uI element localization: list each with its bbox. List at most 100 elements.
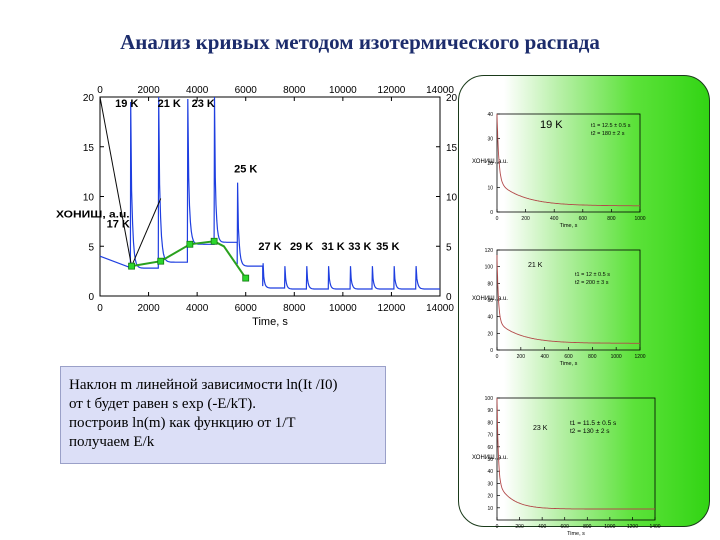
envelope-marker	[157, 257, 165, 265]
inset-x-tick-label: 1000	[604, 524, 615, 530]
x-tick-label: 4000	[186, 303, 209, 314]
inset-x-tick-label: 200	[515, 524, 524, 530]
envelope-marker	[128, 262, 135, 270]
inset-x-tick-label: 400	[550, 216, 559, 222]
inset-x-tick-label: 400	[540, 354, 549, 360]
fit-line	[131, 198, 162, 267]
inset-param-label: t2 = 130 ± 2 s	[570, 428, 610, 435]
right-tick-label: 10	[446, 193, 458, 204]
x-tick-label-top: 14000	[426, 85, 454, 96]
inset-param-label: t1 = 12.5 ± 0.5 s	[591, 123, 631, 129]
inset-y-glyph: ХОНИШ, a.u.	[472, 296, 508, 302]
inset-param-label: t1 = 12 ± 0.5 s	[575, 272, 610, 278]
y-tick-label: 0	[88, 292, 94, 303]
inset-param-label: t2 = 200 ± 3 s	[575, 280, 609, 286]
inset-y-glyph: ХОНИШ, a.u.	[472, 455, 508, 461]
inset-decay-curve	[496, 255, 640, 344]
x-tick-label-top: 2000	[137, 85, 160, 96]
temperature-label: 23 K	[192, 98, 215, 110]
x-tick-label: 14000	[426, 303, 454, 314]
note-line-4: получаем E/k	[69, 434, 155, 450]
inset-y-tick-label: 50	[487, 457, 493, 463]
inset-decay-curve	[496, 114, 640, 207]
x-tick-label: 2000	[137, 303, 160, 314]
y-tick-label: 10	[83, 193, 95, 204]
inset-x-tick-label: 1200	[634, 354, 645, 360]
inset-x-tick-label: 800	[583, 524, 592, 530]
inset-x-tick-label: 600	[561, 524, 570, 530]
temperature-label: 33 K	[348, 241, 371, 253]
inset-y-tick-label: 0	[490, 210, 493, 216]
inset-temperature-label: 19 K	[540, 119, 563, 131]
temperature-label: 21 K	[158, 98, 181, 110]
envelope-marker	[210, 237, 218, 245]
inset-temperature-label: 23 K	[533, 425, 548, 432]
inset-y-tick-label: 20	[487, 161, 493, 167]
x-tick-label: 8000	[283, 303, 306, 314]
inset-y-tick-label: 40	[487, 469, 493, 475]
inset-y-glyph: ХОНИШ, a.u.	[472, 159, 508, 165]
x-tick-label-top: 4000	[186, 85, 209, 96]
right-tick-label: 5	[446, 242, 452, 253]
inset-y-tick-label: 20	[487, 494, 493, 500]
y-tick-label: 5	[88, 242, 94, 253]
inset-y-tick-label: 10	[487, 186, 493, 192]
x-tick-label: 12000	[378, 303, 406, 314]
inset-x-tick-label: 800	[588, 354, 597, 360]
inset-x-tick-label: 800	[607, 216, 616, 222]
inset-x-tick-label: 600	[564, 354, 573, 360]
inset-y-tick-label: 80	[487, 420, 493, 426]
x-tick-label-top: 12000	[378, 85, 406, 96]
inset-y-tick-label: 60	[487, 445, 493, 451]
inset-y-tick-label: 90	[487, 408, 493, 414]
inset-x-tick-label: 200	[521, 216, 530, 222]
inset-x-tick-label: 600	[579, 216, 588, 222]
note-line-3: построив ln(m) как функцию от 1/T	[69, 415, 296, 431]
right-tick-label: 0	[446, 292, 452, 303]
temperature-label: 25 K	[234, 164, 257, 176]
inset-y-tick-label: 0	[490, 348, 493, 354]
inset-x-tick-label: 0	[496, 524, 499, 530]
inset-x-tick-label: 0	[496, 354, 499, 360]
note-box: Наклон m линейной зависимости ln(It /I0)…	[60, 366, 386, 464]
x-tick-label-top: 0	[97, 85, 103, 96]
inset-param-label: t1 = 11.5 ± 0.5 s	[570, 420, 617, 427]
y-axis-glyph-label: ХОНИШ, a.u.	[56, 209, 130, 220]
temperature-label: 17 K	[107, 218, 130, 230]
x-tick-label: 6000	[235, 303, 258, 314]
inset-x-tick-label: 0	[496, 216, 499, 222]
inset-x-tick-label: 400	[538, 524, 547, 530]
y-tick-label: 20	[83, 93, 95, 104]
inset-y-tick-label: 30	[487, 137, 493, 143]
x-tick-label: 10000	[329, 303, 357, 314]
x-tick-label-top: 6000	[235, 85, 258, 96]
inset-y-tick-label: 20	[487, 331, 493, 337]
inset-y-tick-label: 60	[487, 298, 493, 304]
envelope-marker	[186, 240, 194, 248]
temperature-label: 27 K	[258, 241, 281, 253]
fit-line	[99, 96, 133, 267]
signal-trace	[99, 96, 440, 290]
x-axis-label: Time, s	[252, 316, 288, 328]
slide-title: Анализ кривых методом изотермического ра…	[120, 30, 600, 54]
envelope-curve	[131, 240, 247, 279]
envelope-marker	[242, 274, 250, 282]
inset-y-tick-label: 100	[485, 265, 494, 271]
x-tick-label-top: 8000	[283, 85, 306, 96]
inset-y-tick-label: 30	[487, 481, 493, 487]
inset-y-tick-label: 70	[487, 433, 493, 439]
temperature-label: 19 K	[115, 98, 138, 110]
right-tick-label: 20	[446, 93, 458, 104]
inset-x-tick-label: 1400	[649, 524, 660, 530]
temperature-label: 31 K	[322, 241, 345, 253]
note-line-1: Наклон m линейной зависимости ln(It /I0)	[69, 377, 338, 393]
green-panel	[458, 75, 710, 527]
inset-param-label: t2 = 180 ± 2 s	[591, 131, 625, 137]
inset-x-tick-label: 1000	[634, 216, 645, 222]
temperature-label: 35 K	[376, 241, 399, 253]
inset-y-tick-label: 40	[487, 315, 493, 321]
inset-x-label: Time, s	[567, 531, 585, 537]
inset-y-tick-label: 120	[485, 248, 494, 254]
